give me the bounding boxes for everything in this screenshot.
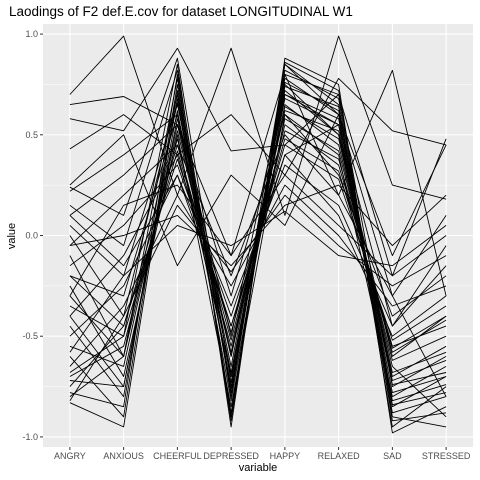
series-line-33 xyxy=(69,124,447,327)
series-line-38 xyxy=(69,85,447,402)
x-tick-label: HAPPY xyxy=(270,451,301,461)
y-tick-label: -0.5 xyxy=(22,331,38,341)
x-tick-label: SAD xyxy=(383,451,402,461)
x-tick-label: STRESSED xyxy=(422,451,471,461)
y-tick-label: 0.5 xyxy=(25,130,38,140)
series-lines xyxy=(69,35,447,434)
y-tick-label: 0.0 xyxy=(25,231,38,241)
x-tick-label: ANXIOUS xyxy=(103,451,144,461)
x-tick-label: CHEERFUL xyxy=(153,451,202,461)
chart-title: Laodings of F2 def.E.cov for dataset LON… xyxy=(9,4,353,19)
x-tick-label: DEPRESSED xyxy=(203,451,259,461)
series-line-16 xyxy=(69,174,447,297)
series-line-28 xyxy=(69,106,447,397)
x-axis: ANGRY ANXIOUS CHEERFUL DEPRESSED HAPPY RELAXE… xyxy=(54,447,471,461)
series-line-3 xyxy=(69,47,447,277)
y-tick-label: -1.0 xyxy=(22,432,38,442)
y-tick-label: 1.0 xyxy=(25,29,38,39)
series-line-35 xyxy=(69,210,447,353)
series-line-4 xyxy=(69,77,447,176)
series-line-1 xyxy=(69,35,447,216)
y-axis: -1.0 -0.5 0.0 0.5 1.0 xyxy=(22,29,43,442)
x-axis-title: variable xyxy=(239,462,278,474)
series-line-31 xyxy=(69,114,447,267)
y-axis-title: value xyxy=(6,223,18,249)
series-line-2 xyxy=(69,69,447,297)
x-tick-label: RELAXED xyxy=(318,451,361,461)
x-tick-label: ANGRY xyxy=(54,451,86,461)
